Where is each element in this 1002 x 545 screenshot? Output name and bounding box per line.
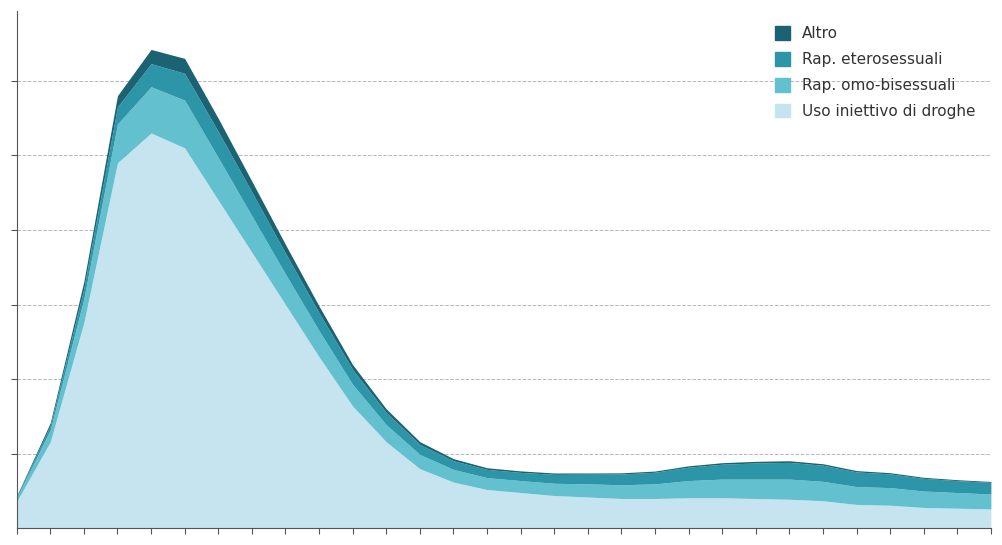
Legend: Altro, Rap. eterosessuali, Rap. omo-bisessuali, Uso iniettivo di droghe: Altro, Rap. eterosessuali, Rap. omo-bise… — [767, 19, 983, 126]
